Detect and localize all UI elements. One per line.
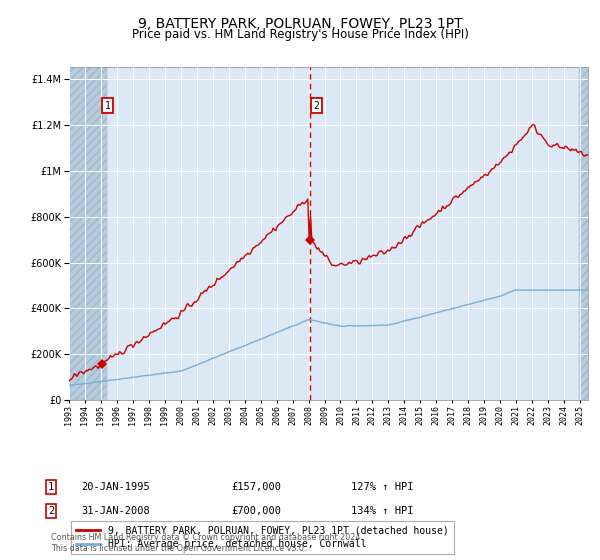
- Text: Contains HM Land Registry data © Crown copyright and database right 2024.
This d: Contains HM Land Registry data © Crown c…: [51, 533, 363, 553]
- Text: Price paid vs. HM Land Registry's House Price Index (HPI): Price paid vs. HM Land Registry's House …: [131, 28, 469, 41]
- Bar: [69, 67, 107, 400]
- Text: 134% ↑ HPI: 134% ↑ HPI: [351, 506, 413, 516]
- Text: £157,000: £157,000: [231, 482, 281, 492]
- Text: 31-JAN-2008: 31-JAN-2008: [81, 506, 150, 516]
- Text: 127% ↑ HPI: 127% ↑ HPI: [351, 482, 413, 492]
- Text: £700,000: £700,000: [231, 506, 281, 516]
- Text: 1: 1: [48, 482, 54, 492]
- Text: 20-JAN-1995: 20-JAN-1995: [81, 482, 150, 492]
- Text: 2: 2: [314, 100, 319, 110]
- Text: 9, BATTERY PARK, POLRUAN, FOWEY, PL23 1PT: 9, BATTERY PARK, POLRUAN, FOWEY, PL23 1P…: [137, 17, 463, 31]
- Bar: [579, 67, 595, 400]
- Legend: 9, BATTERY PARK, POLRUAN, FOWEY, PL23 1PT (detached house), HPI: Average price, : 9, BATTERY PARK, POLRUAN, FOWEY, PL23 1P…: [71, 521, 454, 554]
- Text: 2: 2: [48, 506, 54, 516]
- Text: 1: 1: [104, 100, 110, 110]
